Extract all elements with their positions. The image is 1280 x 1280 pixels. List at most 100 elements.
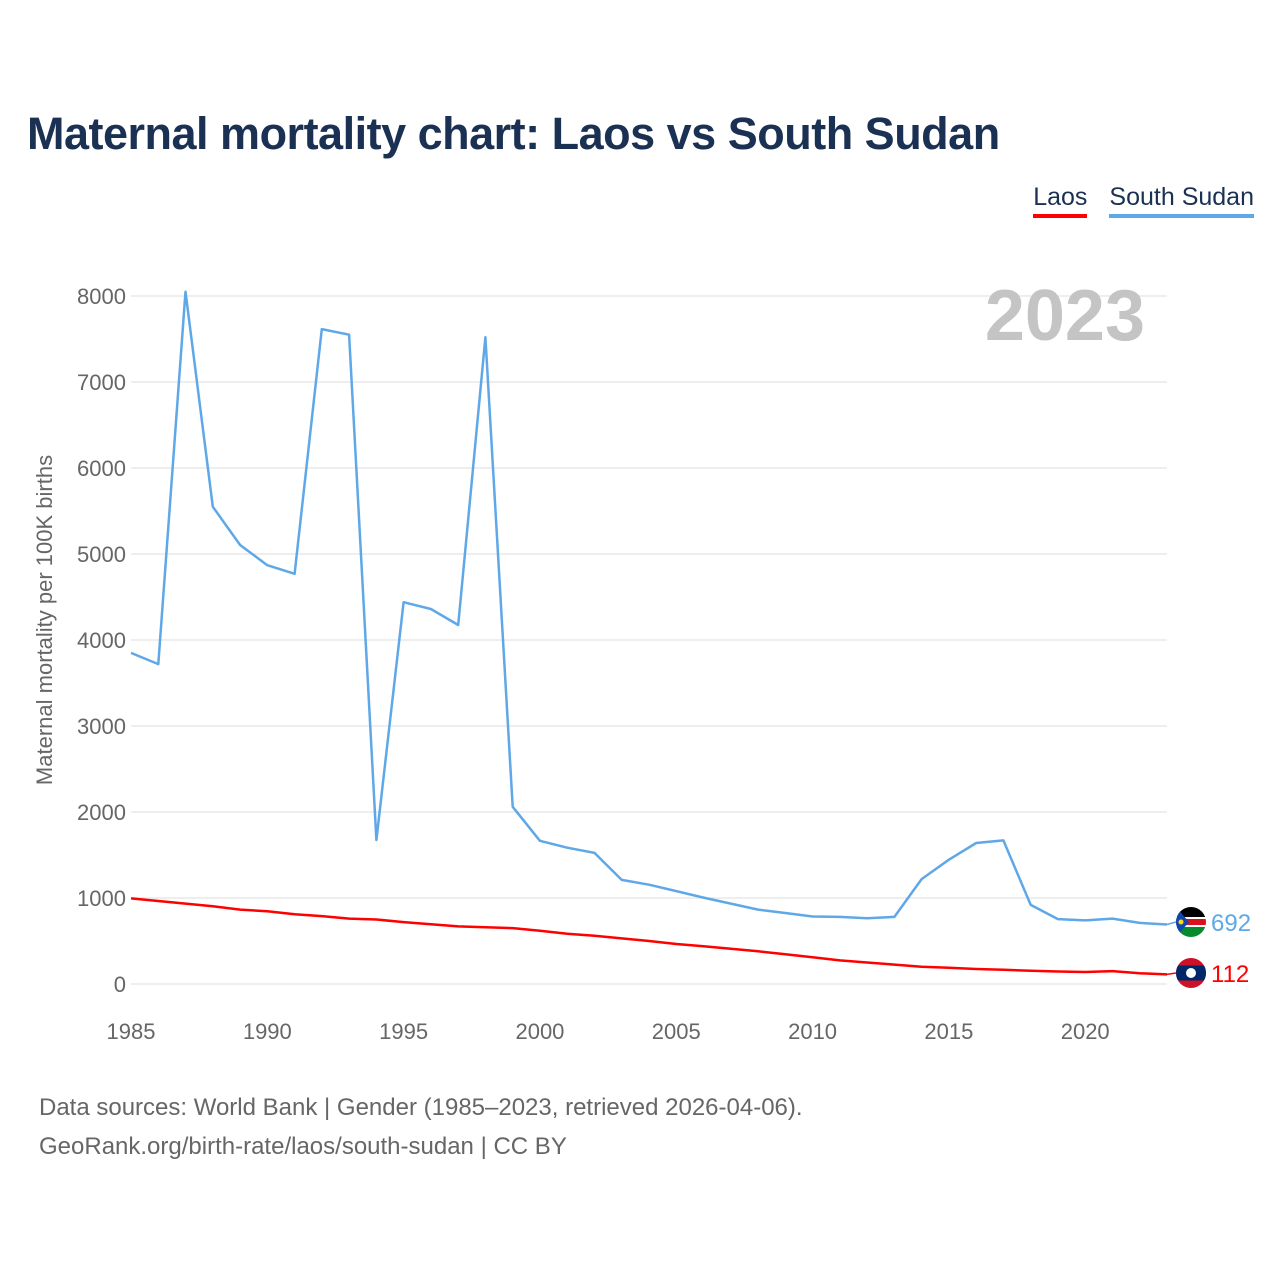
data-point	[620, 878, 624, 882]
footer: Data sources: World Bank | Gender (1985–…	[39, 1088, 803, 1166]
legend: Laos South Sudan	[1033, 183, 1254, 218]
y-tick-label: 2000	[77, 800, 126, 825]
series-line-south-sudan	[130, 290, 1168, 926]
data-point	[320, 327, 324, 331]
data-point	[729, 902, 733, 906]
data-point	[783, 911, 787, 915]
data-point	[947, 858, 951, 862]
legend-item-laos[interactable]: Laos	[1033, 183, 1088, 218]
data-point	[565, 932, 569, 936]
x-tick-label: 2020	[1061, 1019, 1110, 1044]
data-point	[674, 942, 678, 946]
data-point	[1138, 971, 1142, 975]
data-point	[892, 963, 896, 967]
data-point	[1110, 969, 1114, 973]
data-point	[238, 543, 242, 547]
end-value-label: 692	[1211, 910, 1251, 937]
data-point	[374, 838, 378, 842]
laos-flag-icon	[1176, 958, 1206, 988]
x-tick-label: 2005	[652, 1019, 701, 1044]
legend-item-south-sudan[interactable]: South Sudan	[1109, 183, 1254, 218]
data-point	[184, 902, 188, 906]
data-point	[538, 929, 542, 933]
y-tick-label: 7000	[77, 370, 126, 395]
chart-title: Maternal mortality chart: Laos vs South …	[27, 108, 1000, 159]
data-point	[674, 889, 678, 893]
x-tick-label: 2000	[515, 1019, 564, 1044]
data-point	[511, 926, 515, 930]
data-point	[293, 912, 297, 916]
data-point	[647, 939, 651, 943]
data-point	[1056, 917, 1060, 921]
data-point	[592, 851, 596, 855]
data-point	[811, 955, 815, 959]
year-label: 2023	[985, 276, 1145, 356]
data-point	[129, 896, 133, 900]
data-point	[565, 846, 569, 850]
data-point	[811, 914, 815, 918]
data-point	[511, 805, 515, 809]
x-tick-label: 1985	[107, 1019, 156, 1044]
data-point	[374, 918, 378, 922]
data-point	[1001, 838, 1005, 842]
data-point	[920, 965, 924, 969]
data-point	[647, 883, 651, 887]
y-tick-label: 3000	[77, 714, 126, 739]
footer-link[interactable]: GeoRank.org/birth-rate/laos/south-sudan …	[39, 1133, 567, 1160]
end-value-label: 112	[1211, 961, 1249, 988]
y-tick-label: 0	[114, 972, 126, 997]
data-point	[947, 966, 951, 970]
south-sudan-flag-icon	[1176, 907, 1206, 937]
data-point	[756, 908, 760, 912]
data-point	[1110, 917, 1114, 921]
data-point	[838, 915, 842, 919]
x-tick-label: 1995	[379, 1019, 428, 1044]
data-point	[892, 915, 896, 919]
data-point	[456, 924, 460, 928]
data-point	[211, 505, 215, 509]
y-tick-label: 4000	[77, 628, 126, 653]
data-point	[702, 896, 706, 900]
data-point	[974, 841, 978, 845]
data-point	[865, 916, 869, 920]
footer-sources: Data sources: World Bank | Gender (1985–…	[39, 1094, 803, 1121]
data-point	[429, 607, 433, 611]
x-tick-label: 2015	[924, 1019, 973, 1044]
y-tick-label: 6000	[77, 456, 126, 481]
data-point	[974, 967, 978, 971]
data-point	[483, 925, 487, 929]
data-point	[265, 563, 269, 567]
data-point	[483, 335, 487, 339]
y-tick-label: 8000	[77, 284, 126, 309]
data-point	[620, 936, 624, 940]
data-point	[265, 909, 269, 913]
data-point	[1056, 970, 1060, 974]
data-point	[838, 958, 842, 962]
data-point	[293, 572, 297, 576]
series-line-laos	[130, 897, 1168, 976]
data-point	[538, 839, 542, 843]
data-point	[402, 600, 406, 604]
data-point	[347, 333, 351, 337]
data-point	[783, 952, 787, 956]
data-point	[1083, 918, 1087, 922]
data-point	[456, 623, 460, 627]
data-point	[1029, 903, 1033, 907]
data-point	[320, 914, 324, 918]
data-point	[1083, 970, 1087, 974]
x-tick-label: 1990	[243, 1019, 292, 1044]
data-point	[156, 899, 160, 903]
data-point	[402, 920, 406, 924]
data-point	[429, 922, 433, 926]
data-point	[1138, 921, 1142, 925]
data-point	[211, 904, 215, 908]
y-axis-label: Maternal mortality per 100K births	[32, 455, 57, 785]
y-tick-label: 1000	[77, 886, 126, 911]
data-point	[702, 944, 706, 948]
data-point	[238, 908, 242, 912]
y-tick-label: 5000	[77, 542, 126, 567]
data-point	[865, 961, 869, 965]
data-point	[592, 934, 596, 938]
x-tick-label: 2010	[788, 1019, 837, 1044]
